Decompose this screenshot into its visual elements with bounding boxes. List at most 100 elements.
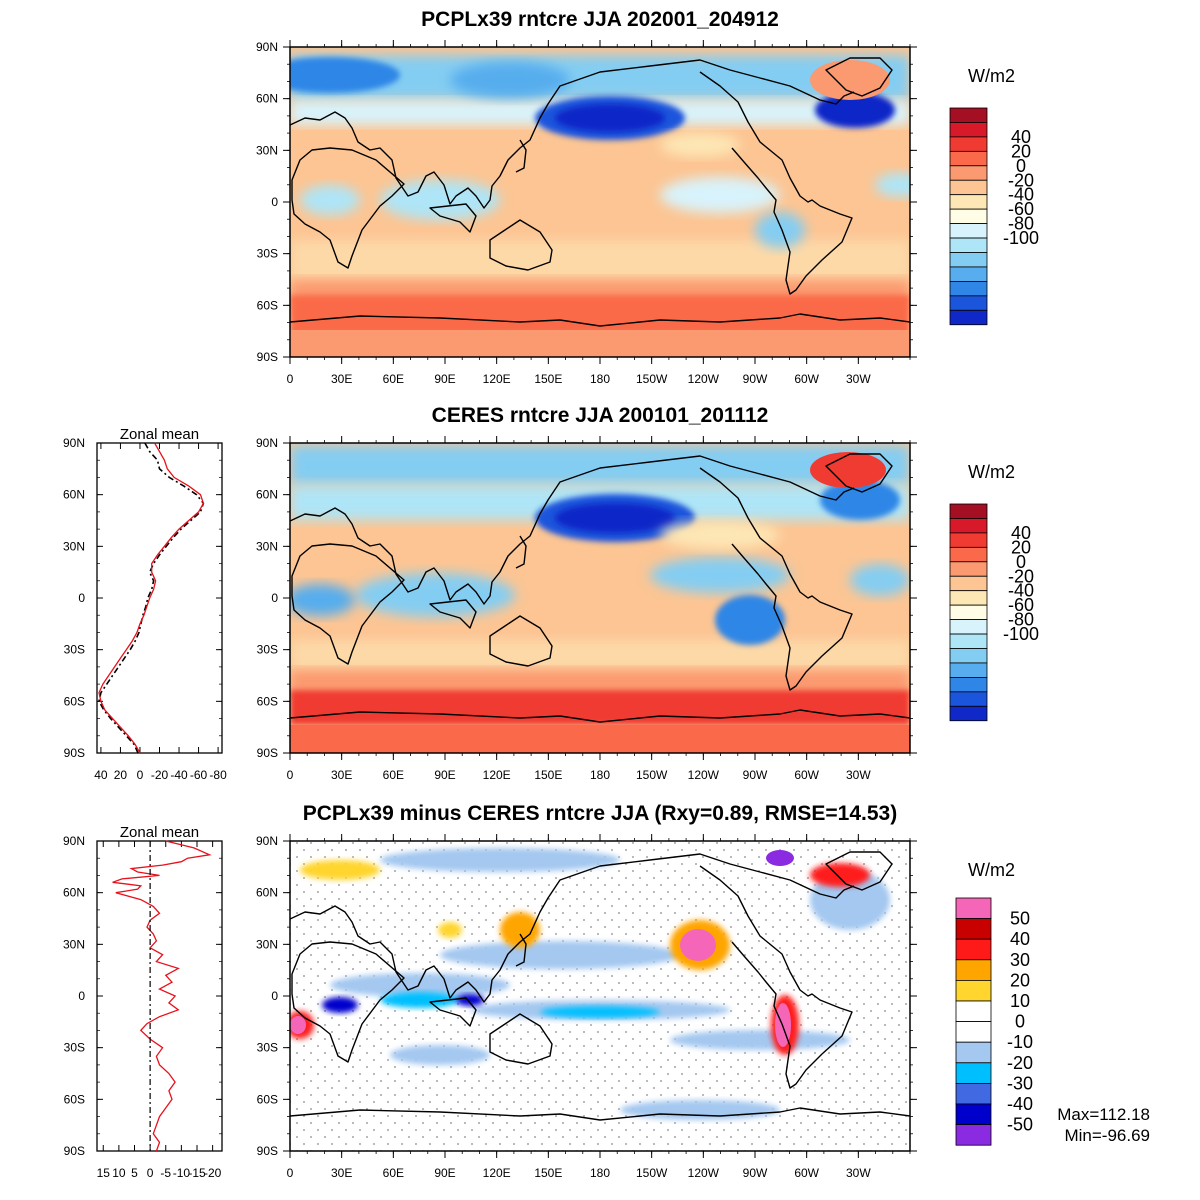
colorbar-box: [949, 122, 988, 138]
colorbar-box: [955, 959, 992, 981]
colorbar-box: [949, 194, 988, 210]
lat-label: 30S: [257, 643, 278, 657]
colorbar-box: [955, 1041, 992, 1064]
colorbar-label: -50: [1007, 1115, 1033, 1135]
zonal-mean-model-line: [98, 442, 205, 754]
zonal-mean-frame: [96, 840, 223, 1152]
zm-x-label: -15: [188, 1166, 206, 1180]
colorbar-box: [949, 266, 988, 282]
colorbar-label: -100: [1003, 228, 1039, 248]
colorbar-label: -100: [1003, 624, 1039, 644]
colorbar-label: -20: [1008, 566, 1034, 586]
colorbar-unit-model: W/m2: [968, 66, 1015, 86]
lon-label: 0: [287, 372, 294, 386]
colorbar-label: -10: [1007, 1032, 1033, 1052]
lon-label: 60E: [383, 1166, 404, 1180]
lon-label: 30W: [846, 372, 871, 386]
colorbar-box: [955, 918, 992, 940]
coastlines-model: [290, 57, 910, 327]
lon-label: 30W: [846, 1166, 871, 1180]
colorbar-box: [949, 633, 988, 649]
colorbar-box: [949, 309, 988, 326]
zm-x-label: 20: [114, 768, 128, 782]
coastlines-diff: [290, 851, 910, 1121]
zm-x-label: -40: [170, 768, 188, 782]
colorbar-box: [949, 561, 988, 577]
lon-label: 90E: [434, 372, 455, 386]
colorbar-label: -60: [1008, 199, 1034, 219]
zm-x-label: -60: [190, 768, 208, 782]
lat-label: 60S: [257, 1092, 278, 1106]
colorbar-label: -40: [1008, 581, 1034, 601]
panel-title-obs: CERES rntcre JJA 200101_201112: [431, 404, 769, 427]
lon-label: 180: [590, 1166, 610, 1180]
zm-lat-label: 0: [78, 591, 85, 605]
lat-label: 0: [271, 195, 278, 209]
colorbar-box: [955, 1103, 992, 1126]
lat-label: 60S: [257, 298, 278, 312]
colorbar-label: 20: [1011, 537, 1031, 557]
zm-x-label: 5: [131, 1166, 138, 1180]
colorbar-box: [949, 604, 988, 621]
lon-label: 90W: [743, 372, 768, 386]
lat-label: 30S: [257, 1041, 278, 1055]
lat-label: 30N: [256, 539, 278, 553]
zm-lat-label: 30S: [64, 1041, 85, 1055]
lat-label: 30N: [256, 937, 278, 951]
zonal-mean-frame: [96, 442, 223, 754]
zonal-mean-diff-line: [112, 840, 212, 1152]
lon-label: 60W: [794, 768, 819, 782]
colorbar-box: [949, 546, 988, 563]
colorbar-unit-obs: W/m2: [968, 462, 1015, 482]
colorbar-box: [955, 938, 992, 961]
colorbar-label: -60: [1008, 595, 1034, 615]
map-axes-model: 90N 60N 30N 0 30S 60S 90S 0 30E 60E 90E 120E 150E 180…: [256, 40, 917, 386]
lon-label: 120W: [688, 768, 720, 782]
field-obs: [290, 443, 910, 753]
lon-label: 60W: [794, 1166, 819, 1180]
lat-label: 60S: [257, 694, 278, 708]
colorbar-box: [949, 223, 988, 239]
colorbar-box: [949, 619, 988, 635]
zm-x-label: 15: [97, 1166, 111, 1180]
colorbar-box: [955, 1124, 992, 1146]
lat-label: 60N: [256, 92, 278, 106]
lon-label: 150E: [534, 1166, 562, 1180]
map-axes-obs: 90N 60N 30N 0 30S 60S 90S 0 30E 60E 90E 120E 150E 180…: [256, 436, 917, 782]
coastlines-obs: [290, 453, 910, 723]
colorbar-box: [949, 150, 988, 167]
zm-lat-label: 60S: [64, 1092, 85, 1106]
lon-label: 90E: [434, 1166, 455, 1180]
colorbar-label: 30: [1010, 950, 1030, 970]
lon-label: 180: [590, 768, 610, 782]
lon-label: 150W: [636, 1166, 668, 1180]
field-model: [290, 47, 910, 357]
map-axes-diff: 90N 60N 30N 0 30S 60S 90S 0 30E 60E 90E 120E 150E 180…: [256, 834, 917, 1180]
colorbar-label: -20: [1008, 170, 1034, 190]
colorbar-label: -80: [1008, 214, 1034, 234]
colorbar-box: [949, 590, 988, 606]
map-obs: 90N 60N 30N 0 30S 60S 90S 0 30E 60E 90E 120E 150E 180…: [256, 436, 917, 782]
lat-label: 60N: [256, 488, 278, 502]
lon-label: 60E: [383, 372, 404, 386]
colorbar-label: 40: [1010, 929, 1030, 949]
lon-label: 0: [287, 768, 294, 782]
colorbar-box: [955, 980, 992, 1002]
zonal-mean-title: Zonal mean: [120, 426, 199, 443]
colorbar-unit-diff: W/m2: [968, 860, 1015, 880]
colorbar-label: -80: [1008, 610, 1034, 630]
lat-label: 90N: [256, 436, 278, 450]
lon-label: 90W: [743, 768, 768, 782]
colorbar-box: [949, 107, 988, 123]
max-value: Max=112.18: [1057, 1105, 1150, 1124]
panel-title-model: PCPLx39 rntcre JJA 202001_204912: [421, 8, 779, 31]
colorbar-box: [949, 237, 988, 253]
lon-label: 120W: [688, 372, 720, 386]
zm-x-label: -80: [209, 768, 227, 782]
lon-label: 60W: [794, 372, 819, 386]
map-model: 90N 60N 30N 0 30S 60S 90S 0 30E 60E 90E 120E 150E 180…: [256, 40, 917, 386]
colorbar-label: 0: [1015, 1012, 1025, 1032]
lat-label: 0: [271, 591, 278, 605]
